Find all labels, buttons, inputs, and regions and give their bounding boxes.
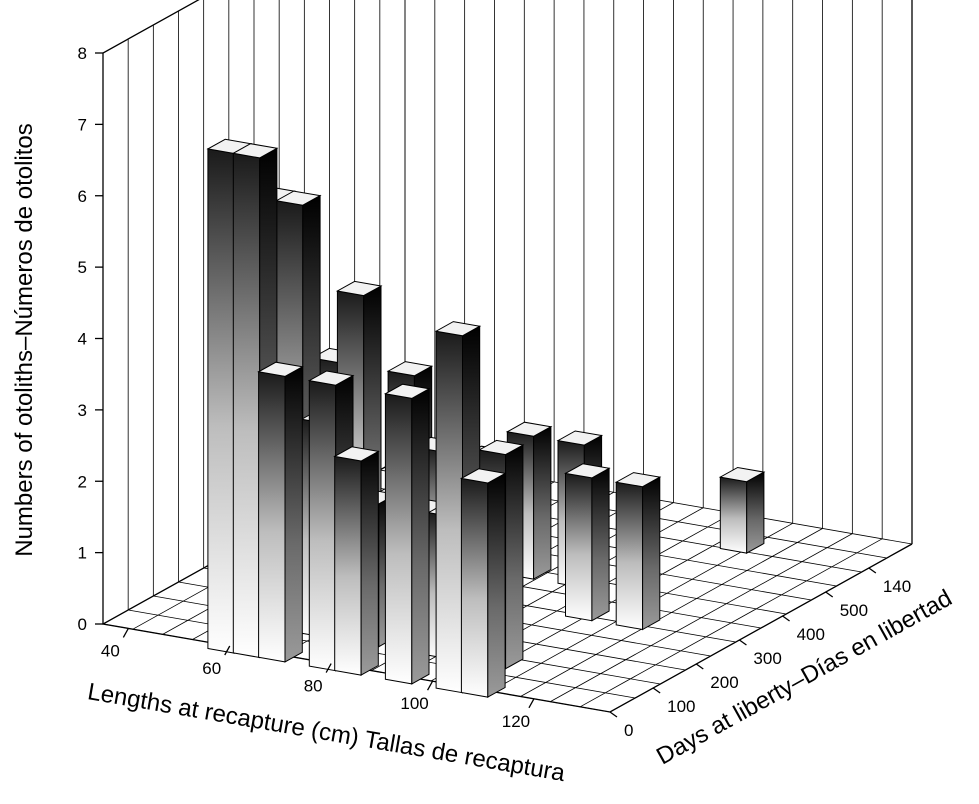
bar-top-face bbox=[477, 439, 525, 456]
bar-top-face bbox=[383, 383, 431, 399]
x-tick-mark bbox=[426, 680, 434, 691]
y-tick-mark bbox=[695, 663, 704, 670]
bar-top-face bbox=[614, 472, 662, 488]
bar bbox=[383, 383, 431, 685]
z-axis-label: Numbers of otoliths–Números de otolitos bbox=[11, 123, 38, 557]
bar-front-face bbox=[435, 330, 463, 694]
bar-front-face bbox=[258, 371, 286, 663]
bar-side-face bbox=[487, 472, 506, 698]
x-tick-label: 100 bbox=[400, 694, 428, 713]
bar-front-face bbox=[308, 380, 337, 672]
bar bbox=[564, 463, 611, 622]
y-tick-mark bbox=[739, 639, 747, 646]
z-tick-label: 7 bbox=[78, 115, 87, 134]
bar-top-face bbox=[257, 361, 304, 377]
z-tick-label: 6 bbox=[78, 187, 87, 206]
bar-front-face bbox=[460, 477, 489, 698]
bar-top-face bbox=[459, 468, 507, 484]
bar-side-face bbox=[642, 476, 661, 631]
bar-front-face bbox=[615, 481, 644, 631]
bar bbox=[333, 446, 380, 676]
bar-side-face bbox=[746, 471, 765, 554]
x-tick-label: 60 bbox=[202, 659, 221, 678]
bar-side-face bbox=[284, 365, 303, 663]
bar-top-face bbox=[231, 143, 279, 159]
tick-labels: 0 1 2 3 4 5 6 7 8 40 60 80 100 120 0 100 200 300 400 500 140 bbox=[78, 44, 912, 740]
bar bbox=[459, 468, 507, 698]
x-tick-label: 80 bbox=[304, 677, 323, 696]
z-tick-label: 1 bbox=[78, 544, 87, 563]
bar-top-face bbox=[333, 446, 380, 462]
y-tick-label: 140 bbox=[883, 577, 911, 596]
bar-top-face bbox=[434, 321, 482, 337]
bar-side-face bbox=[591, 467, 610, 622]
z-tick-label: 0 bbox=[78, 615, 87, 634]
y-tick-label: 300 bbox=[753, 649, 781, 668]
bar bbox=[718, 466, 766, 554]
y-tick-label: 0 bbox=[624, 721, 633, 740]
x-axis-label: Lengths at recapture (cm) Tallas de reca… bbox=[86, 678, 568, 787]
wall-outline bbox=[102, 0, 913, 624]
bar-top-face bbox=[718, 466, 766, 483]
x-tick-mark bbox=[224, 645, 231, 656]
y-axis-label: Days at liberty–Días en libertad bbox=[652, 585, 957, 771]
x-tick-mark bbox=[325, 663, 332, 673]
bar-top-face bbox=[556, 430, 604, 446]
bar-side-face bbox=[360, 450, 379, 676]
y-tick-label: 100 bbox=[667, 697, 695, 716]
bar-top-face bbox=[307, 370, 355, 386]
bar-front-face bbox=[565, 472, 593, 622]
y-tick-label: 400 bbox=[797, 625, 825, 644]
bar-side-face bbox=[411, 387, 430, 685]
bar-front-face bbox=[334, 455, 362, 676]
z-tick-label: 3 bbox=[78, 401, 87, 420]
z-tick-label: 8 bbox=[78, 44, 87, 63]
bar-side-face bbox=[505, 444, 524, 670]
bar-front-face bbox=[207, 148, 235, 654]
x-tick-mark bbox=[528, 698, 535, 709]
z-tick-label: 4 bbox=[78, 330, 87, 349]
y-tick-mark bbox=[782, 615, 790, 622]
z-tick-label: 2 bbox=[78, 472, 87, 491]
bar-top-face bbox=[386, 361, 434, 377]
bar-top-face bbox=[335, 280, 383, 297]
z-tick-label: 5 bbox=[78, 258, 87, 277]
bar-top-face bbox=[564, 463, 611, 479]
bar-top-face bbox=[505, 421, 553, 437]
bar-top-face bbox=[274, 190, 322, 206]
y-tick-mark bbox=[868, 567, 877, 574]
bar-front-face bbox=[719, 476, 748, 554]
y-tick-mark bbox=[609, 711, 618, 718]
x-tick-mark bbox=[122, 628, 129, 638]
x-tick-label: 40 bbox=[101, 641, 120, 660]
bar bbox=[614, 472, 662, 631]
bar-front-face bbox=[232, 152, 261, 659]
bars bbox=[206, 138, 766, 698]
y-tick-mark bbox=[652, 687, 661, 694]
y-tick-mark bbox=[825, 591, 834, 598]
bar bbox=[257, 361, 304, 663]
y-tick-label: 200 bbox=[710, 673, 738, 692]
y-tick-label: 500 bbox=[840, 601, 868, 620]
bar-front-face bbox=[384, 393, 413, 685]
x-tick-label: 120 bbox=[502, 712, 530, 731]
bar-side-face bbox=[533, 425, 552, 580]
